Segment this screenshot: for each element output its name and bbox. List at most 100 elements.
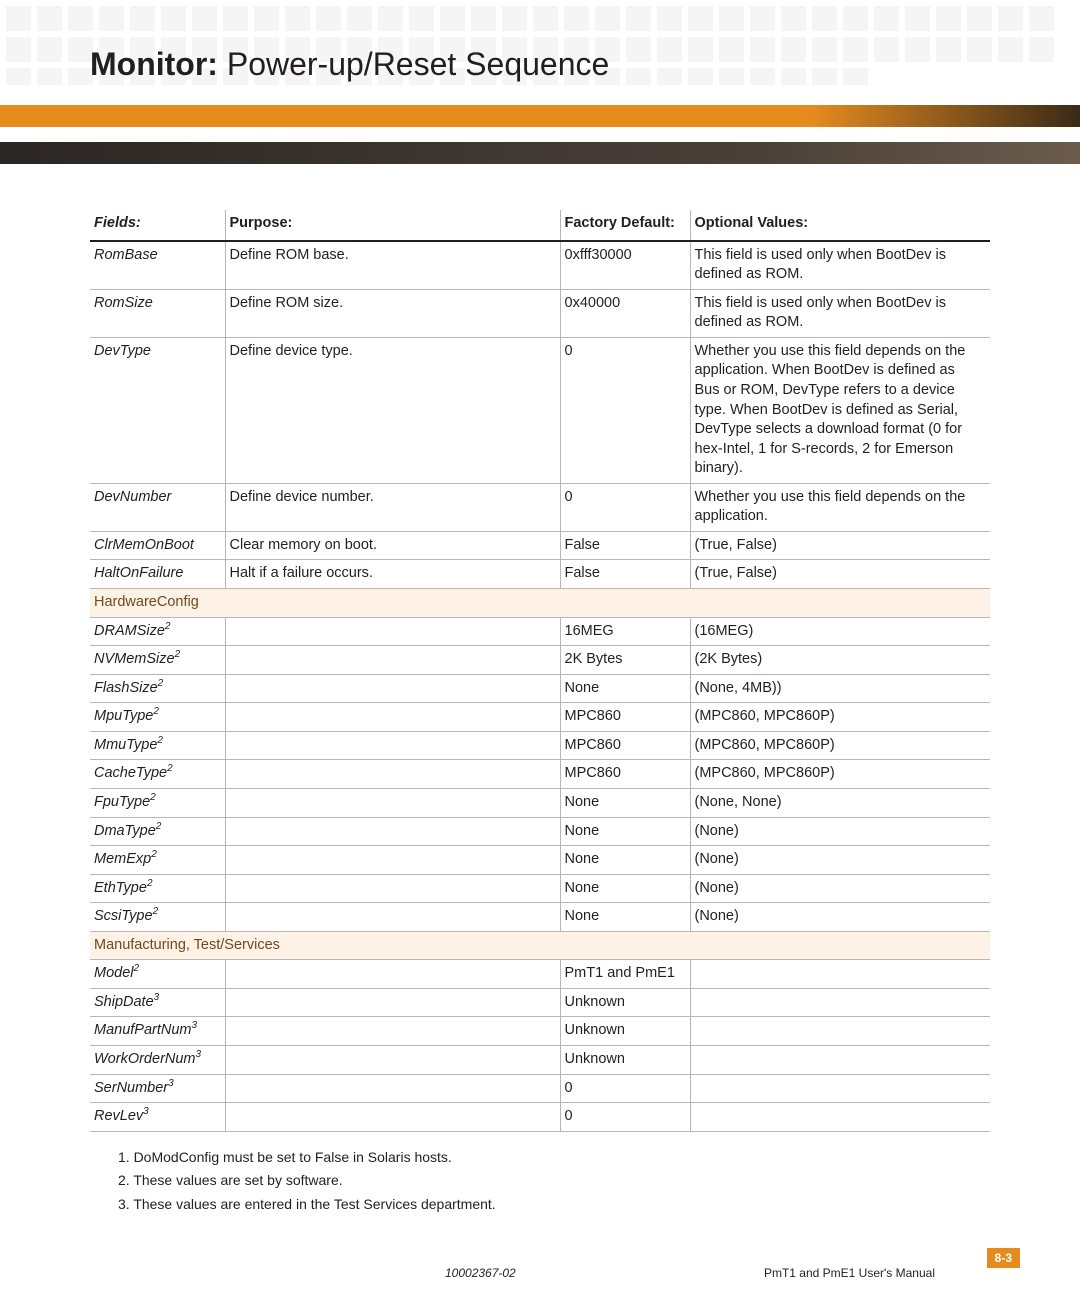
table-row: MmuType2MPC860(MPC860, MPC860P) (90, 731, 990, 760)
cell-field: WorkOrderNum3 (90, 1046, 225, 1075)
cell-optional: (True, False) (690, 560, 990, 589)
cell-field: MpuType2 (90, 703, 225, 732)
cell-field: ScsiType2 (90, 903, 225, 932)
cell-field: EthType2 (90, 874, 225, 903)
cell-default: None (560, 817, 690, 846)
th-optional: Optional Values: (690, 210, 990, 241)
cell-purpose: Clear memory on boot. (225, 531, 560, 560)
table-row: DevNumberDefine device number.0Whether y… (90, 483, 990, 531)
cell-purpose (225, 988, 560, 1017)
cell-purpose (225, 674, 560, 703)
cell-default: 0x40000 (560, 289, 690, 337)
manual-name: PmT1 and PmE1 User's Manual (764, 1266, 935, 1280)
cell-field: MmuType2 (90, 731, 225, 760)
th-default: Factory Default: (560, 210, 690, 241)
table-row: WorkOrderNum3 Unknown (90, 1046, 990, 1075)
cell-purpose (225, 703, 560, 732)
cell-default: MPC860 (560, 760, 690, 789)
cell-purpose (225, 874, 560, 903)
cell-default: 0xfff30000 (560, 241, 690, 290)
table-row: HaltOnFailureHalt if a failure occurs.Fa… (90, 560, 990, 589)
main-content: Fields: Purpose: Factory Default: Option… (90, 210, 990, 1217)
section-label: HardwareConfig (90, 589, 990, 618)
table-row: DevTypeDefine device type.0Whether you u… (90, 337, 990, 483)
cell-purpose (225, 846, 560, 875)
cell-optional: (None) (690, 903, 990, 932)
footnote-sup: 2 (151, 849, 157, 860)
cell-field: RomSize (90, 289, 225, 337)
table-row: DRAMSize216MEG(16MEG) (90, 617, 990, 646)
cell-default: Unknown (560, 1046, 690, 1075)
cell-optional: (MPC860, MPC860P) (690, 760, 990, 789)
page-title: Monitor: Power-up/Reset Sequence (90, 46, 609, 83)
cell-field: RomBase (90, 241, 225, 290)
cell-field: ShipDate3 (90, 988, 225, 1017)
footnotes: 1. DoModConfig must be set to False in S… (90, 1146, 990, 1217)
cell-field: ClrMemOnBoot (90, 531, 225, 560)
table-row: FpuType2None(None, None) (90, 788, 990, 817)
table-row: CacheType2 MPC860(MPC860, MPC860P) (90, 760, 990, 789)
cell-field: SerNumber3 (90, 1074, 225, 1103)
table-row: RevLev30 (90, 1103, 990, 1132)
cell-default: 0 (560, 337, 690, 483)
cell-purpose: Halt if a failure occurs. (225, 560, 560, 589)
footnote-sup: 2 (147, 878, 153, 889)
cell-optional: Whether you use this field depends on th… (690, 483, 990, 531)
cell-field: MemExp2 (90, 846, 225, 875)
footnote-sup: 2 (150, 792, 156, 803)
footnote-sup: 2 (156, 821, 162, 832)
table-row: DmaType2None(None) (90, 817, 990, 846)
cell-optional: (None) (690, 874, 990, 903)
cell-field: DevType (90, 337, 225, 483)
cell-purpose (225, 617, 560, 646)
table-row: MpuType2MPC860(MPC860, MPC860P) (90, 703, 990, 732)
footnote-sup: 2 (153, 706, 159, 717)
footnote-sup: 2 (167, 764, 173, 775)
cell-default: Unknown (560, 988, 690, 1017)
cell-optional (690, 1103, 990, 1132)
cell-field: DevNumber (90, 483, 225, 531)
cell-purpose: Define device type. (225, 337, 560, 483)
table-header-row: Fields: Purpose: Factory Default: Option… (90, 210, 990, 241)
cell-default: MPC860 (560, 703, 690, 732)
cell-optional: (None, None) (690, 788, 990, 817)
cell-purpose (225, 960, 560, 989)
table-row: ShipDate3 Unknown (90, 988, 990, 1017)
cell-default: None (560, 903, 690, 932)
table-row: NVMemSize22K Bytes(2K Bytes) (90, 646, 990, 675)
cell-field: RevLev3 (90, 1103, 225, 1132)
th-purpose: Purpose: (225, 210, 560, 241)
footnote-sup: 3 (154, 992, 160, 1003)
cell-field: Model2 (90, 960, 225, 989)
table-row: RomSizeDefine ROM size.0x40000This field… (90, 289, 990, 337)
th-fields: Fields: (90, 210, 225, 241)
cell-optional: This field is used only when BootDev is … (690, 241, 990, 290)
cell-default: Unknown (560, 1017, 690, 1046)
cell-purpose (225, 731, 560, 760)
cell-purpose (225, 760, 560, 789)
footnote-sup: 2 (157, 735, 163, 746)
cell-optional: (True, False) (690, 531, 990, 560)
cell-default: 16MEG (560, 617, 690, 646)
cell-purpose (225, 903, 560, 932)
cell-field: HaltOnFailure (90, 560, 225, 589)
cell-purpose (225, 817, 560, 846)
footnote-sup: 3 (168, 1078, 174, 1089)
cell-purpose: Define ROM size. (225, 289, 560, 337)
cell-default: 0 (560, 483, 690, 531)
page-number: 8-3 (987, 1248, 1020, 1268)
table-row: ClrMemOnBootClear memory on boot.False(T… (90, 531, 990, 560)
cell-purpose (225, 788, 560, 817)
cell-default: None (560, 674, 690, 703)
cell-field: NVMemSize2 (90, 646, 225, 675)
footnote-sup: 2 (165, 621, 171, 632)
cell-optional (690, 1046, 990, 1075)
cell-purpose: Define device number. (225, 483, 560, 531)
table-row: HardwareConfig (90, 589, 990, 618)
cell-optional: (MPC860, MPC860P) (690, 731, 990, 760)
footnote-sup: 2 (153, 906, 159, 917)
cell-field: CacheType2 (90, 760, 225, 789)
cell-default: False (560, 560, 690, 589)
footnote-1: 1. DoModConfig must be set to False in S… (118, 1146, 990, 1170)
dark-bar (0, 142, 1080, 164)
